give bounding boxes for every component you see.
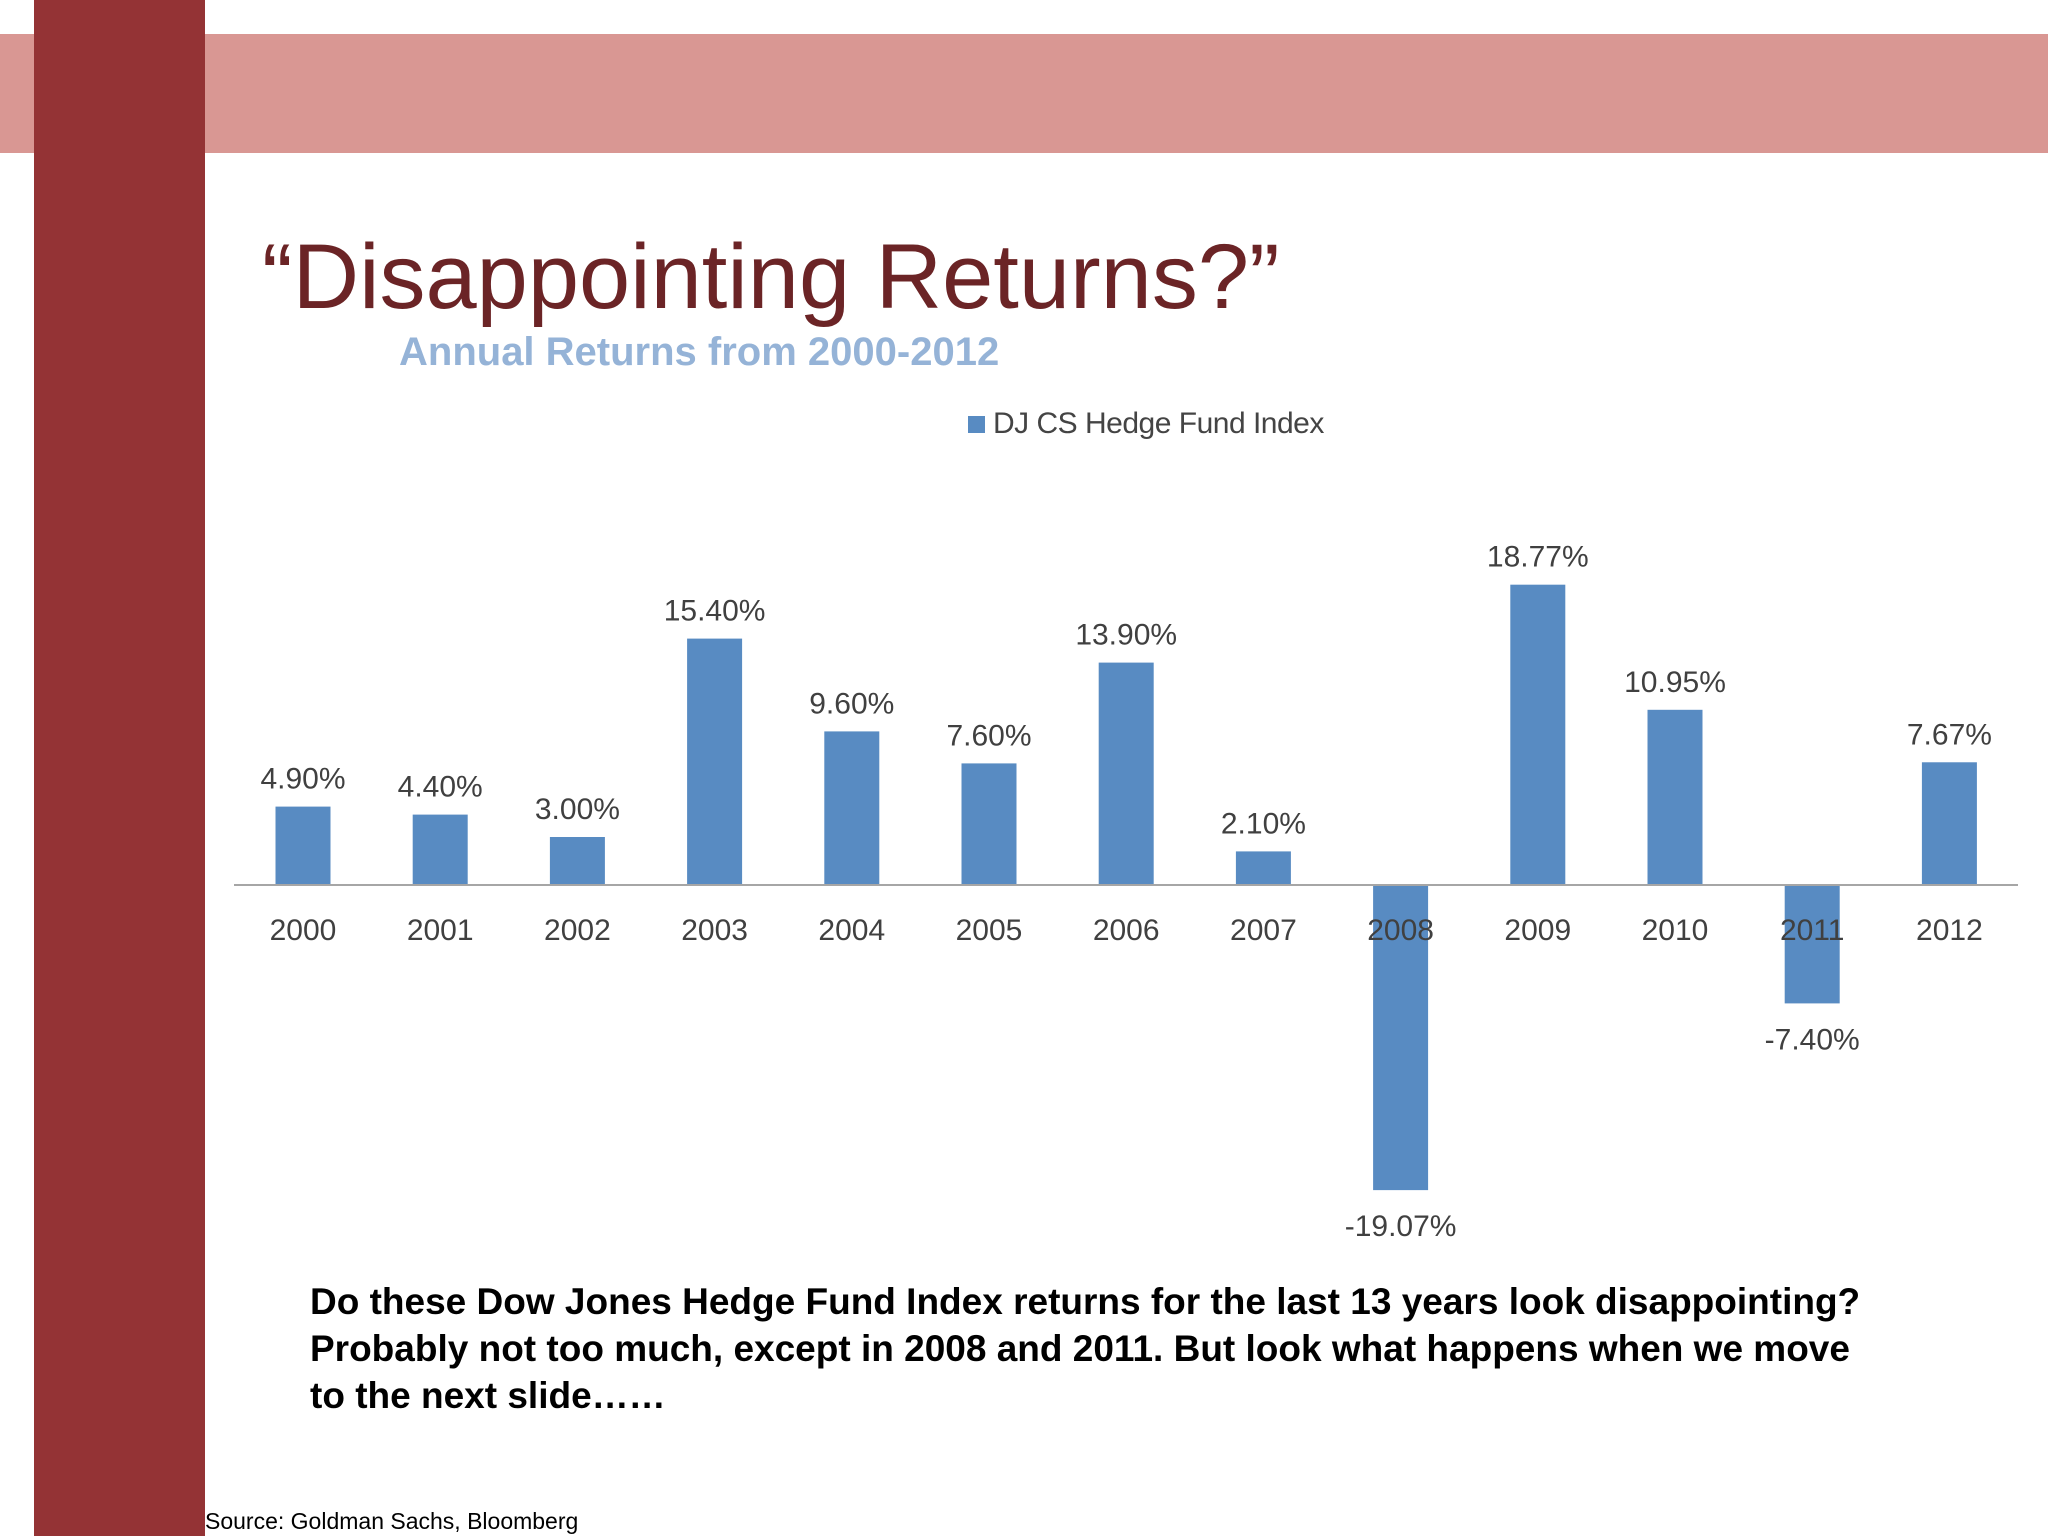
x-tick-2011: 2011: [1780, 914, 1845, 947]
slide-caption: Do these Dow Jones Hedge Fund Index retu…: [310, 1281, 1861, 1416]
x-tick-2010: 2010: [1642, 914, 1709, 947]
chart-legend: DJ CS Hedge Fund Index: [968, 406, 1324, 442]
bar-2011: [1784, 885, 1840, 1004]
data-label-2010: 10.95%: [1624, 666, 1726, 699]
data-label-2011: -7.40%: [1765, 1023, 1860, 1056]
x-tick-2007: 2007: [1230, 914, 1297, 947]
left-accent-bar: [34, 0, 205, 1536]
x-tick-2005: 2005: [956, 914, 1023, 947]
x-tick-2003: 2003: [681, 914, 748, 947]
bar-2000: [275, 806, 331, 885]
bar-2012: [1921, 762, 1977, 885]
top-accent-band: [0, 34, 2048, 153]
bar-2007: [1235, 851, 1291, 885]
x-tick-2000: 2000: [270, 914, 337, 947]
data-label-2006: 13.90%: [1075, 619, 1177, 652]
legend-swatch: [968, 415, 985, 433]
x-tick-2002: 2002: [544, 914, 611, 947]
x-tick-2008: 2008: [1367, 914, 1434, 947]
data-label-2003: 15.40%: [664, 595, 766, 628]
bar-2003: [687, 638, 743, 885]
chart-title: Annual Returns from 2000-2012: [399, 330, 1000, 374]
x-tick-2009: 2009: [1504, 914, 1571, 947]
data-label-2007: 2.10%: [1221, 807, 1306, 840]
bar-2006: [1098, 662, 1154, 885]
bar-2005: [961, 763, 1017, 885]
data-label-2009: 18.77%: [1487, 541, 1589, 574]
bar-2010: [1647, 709, 1703, 885]
bar-2001: [412, 814, 468, 885]
source-note: Source: Goldman Sachs, Bloomberg: [205, 1508, 579, 1534]
data-label-2001: 4.40%: [398, 771, 483, 804]
bar-2002: [549, 837, 605, 885]
data-label-2000: 4.90%: [260, 763, 345, 796]
bar-2009: [1510, 584, 1566, 885]
x-tick-2012: 2012: [1916, 914, 1983, 947]
legend-label: DJ CS Hedge Fund Index: [993, 407, 1324, 440]
x-tick-2004: 2004: [818, 914, 885, 947]
data-label-2008: -19.07%: [1345, 1210, 1457, 1243]
data-label-2002: 3.00%: [535, 793, 620, 826]
data-label-2004: 9.60%: [809, 687, 894, 720]
bar-2004: [824, 731, 880, 885]
data-label-2005: 7.60%: [946, 719, 1031, 752]
slide-title: “Disappointing Returns?”: [262, 226, 1280, 328]
x-tick-2006: 2006: [1093, 914, 1160, 947]
x-tick-2001: 2001: [407, 914, 474, 947]
bar-2008: [1373, 885, 1429, 1191]
data-label-2012: 7.67%: [1907, 718, 1992, 751]
